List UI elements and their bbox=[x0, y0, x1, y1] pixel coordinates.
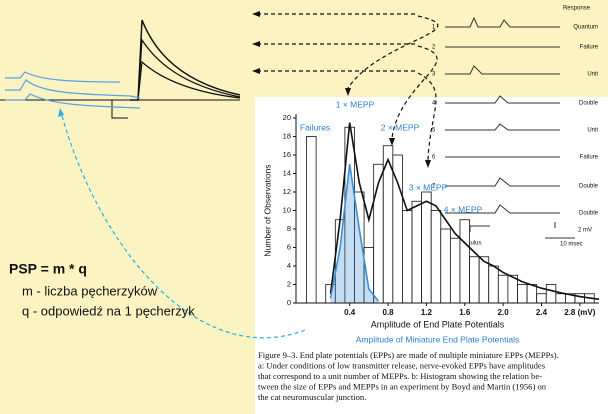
x-tick-label: 2.8 (mV) bbox=[564, 308, 595, 317]
y-axis-label: Number of Observations bbox=[262, 164, 272, 256]
caption-line: the cat neuromuscular junction. bbox=[258, 392, 366, 402]
bar bbox=[441, 229, 451, 303]
y-tick-label: 10 bbox=[283, 205, 291, 214]
y-tick-label: 4 bbox=[287, 261, 291, 270]
x-tick-label: 0.8 bbox=[382, 308, 394, 317]
annotation: 3 × MEPP bbox=[409, 182, 448, 192]
bar bbox=[517, 285, 527, 304]
secondary-label: Amplitude of Miniature End Plate Potenti… bbox=[356, 334, 519, 344]
x-tick-label: 1.2 bbox=[421, 308, 433, 317]
bar bbox=[556, 294, 566, 303]
y-tick-label: 8 bbox=[287, 224, 291, 233]
annotation: 1 × MEPP bbox=[336, 99, 375, 109]
bar bbox=[546, 285, 556, 304]
bar bbox=[489, 266, 499, 303]
caption-line: tween the size of EPPs and MEPPs in an e… bbox=[258, 381, 547, 391]
row-label: Unit bbox=[587, 72, 598, 78]
traces-header: Response bbox=[563, 6, 591, 12]
bar bbox=[307, 137, 317, 304]
annotation: 2 × MEPP bbox=[381, 122, 420, 132]
annotation: Failures bbox=[300, 122, 330, 132]
row-label: Quantum bbox=[573, 25, 598, 31]
annotation: 4 × MEPP bbox=[444, 204, 483, 214]
bar bbox=[402, 211, 412, 304]
slide: PSP = m * q m - liczba pęcherzyków q - o… bbox=[0, 0, 608, 414]
y-tick-label: 2 bbox=[287, 279, 291, 288]
y-tick-label: 18 bbox=[283, 131, 291, 140]
bar bbox=[537, 294, 547, 303]
y-tick-label: 20 bbox=[283, 113, 291, 122]
x-tick-label: 0.4 bbox=[344, 308, 356, 317]
scale-label: 10 msec bbox=[560, 242, 583, 248]
formula: PSP = m * q bbox=[9, 261, 87, 277]
bar bbox=[450, 238, 460, 303]
caption-line: a: Under conditions of low transmitter r… bbox=[258, 360, 546, 370]
bar bbox=[498, 275, 508, 303]
row-label: Unit bbox=[587, 128, 598, 134]
bar bbox=[460, 220, 470, 303]
y-tick-label: 12 bbox=[283, 187, 291, 196]
row-label: Double bbox=[579, 101, 599, 107]
definition: m - liczba pęcherzyków bbox=[22, 283, 158, 298]
bar bbox=[422, 192, 432, 303]
y-tick-label: 16 bbox=[283, 150, 291, 159]
row-label: Failure bbox=[580, 155, 599, 161]
bar bbox=[470, 257, 480, 303]
x-tick-label: 1.6 bbox=[459, 308, 471, 317]
bar bbox=[412, 201, 422, 303]
bar bbox=[393, 155, 403, 303]
y-tick-label: 14 bbox=[283, 168, 291, 177]
row-label: Failure bbox=[580, 45, 599, 51]
x-axis-label: Amplitude of End Plate Potentials bbox=[371, 319, 505, 329]
bar bbox=[431, 211, 441, 304]
caption-line: that correspond to a unit number of MEPP… bbox=[258, 371, 542, 381]
definition: q - odpowiedź na 1 pęcherzyk bbox=[22, 303, 195, 318]
y-tick-label: 6 bbox=[287, 242, 291, 251]
row-label: Double bbox=[579, 184, 599, 190]
caption-line: Figure 9–3. End plate potentials (EPPs) … bbox=[258, 350, 559, 360]
x-tick-label: 2.0 bbox=[498, 308, 510, 317]
y-tick-label: 0 bbox=[287, 298, 291, 307]
x-tick-label: 2.4 bbox=[536, 308, 548, 317]
row-label: Double bbox=[579, 211, 599, 217]
scale-label: 2 mV bbox=[578, 228, 592, 234]
bar bbox=[527, 285, 537, 304]
